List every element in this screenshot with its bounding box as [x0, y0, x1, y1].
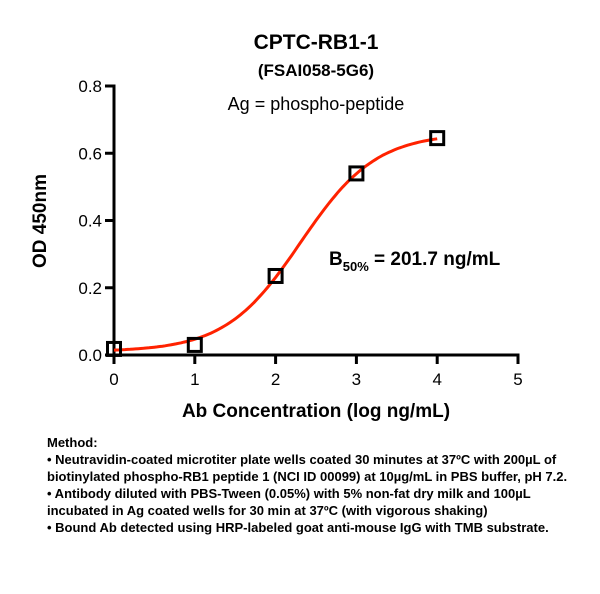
data-point [267, 267, 284, 284]
data-point [348, 165, 365, 182]
y-axis-label: OD 450nm [30, 174, 51, 268]
chart-title: CPTC-RB1-1 [254, 31, 379, 54]
method-step: • Antibody diluted with PBS-Tween (0.05%… [47, 486, 531, 518]
fit-curve [113, 137, 438, 352]
y-tick-label: 0.0 [78, 346, 102, 365]
x-tick-label: 4 [432, 370, 441, 389]
method-heading: Method: [47, 435, 98, 450]
y-tick-label: 0.2 [78, 279, 102, 298]
x-tick-label: 2 [271, 370, 280, 389]
annotation-b50: B50% = 201.7 ng/mL [329, 249, 501, 274]
x-tick-label: 3 [352, 370, 361, 389]
b50-main: B [329, 249, 343, 270]
method-section: Method: • Neutravidin-coated microtiter … [47, 434, 592, 536]
b50-sub: 50% [343, 259, 369, 274]
y-tick-label: 0.8 [78, 77, 102, 96]
x-tick-label: 1 [190, 370, 199, 389]
method-step: • Neutravidin-coated microtiter plate we… [47, 452, 568, 484]
b50-value: = 201.7 ng/mL [369, 249, 501, 270]
data-point [429, 130, 446, 147]
chart-subtitle: (FSAI058-5G6) [258, 61, 374, 80]
x-tick-label: 5 [513, 370, 522, 389]
data-point [106, 340, 122, 357]
method-step: • Bound Ab detected using HRP-labeled go… [47, 520, 549, 535]
chart: CPTC-RB1-1 (FSAI058-5G6) Ag = phospho-pe… [30, 31, 523, 422]
y-tick-label: 0.4 [78, 212, 102, 231]
x-tick-label: 0 [109, 370, 118, 389]
y-tick-label: 0.6 [78, 144, 102, 163]
x-axis-label: Ab Concentration (log ng/mL) [182, 401, 450, 422]
data-point [186, 336, 203, 353]
annotation-antigen: Ag = phospho-peptide [228, 94, 405, 114]
